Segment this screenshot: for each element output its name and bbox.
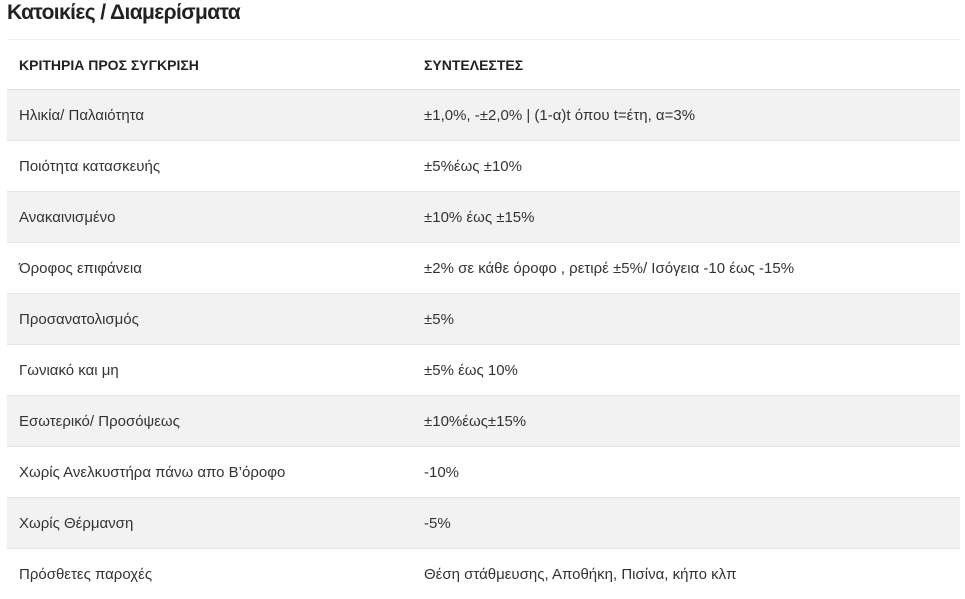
coefficient-cell: ±1,0%, -±2,0% | (1-α)t όπου t=έτη, α=3%: [412, 89, 960, 141]
criterion-cell: Ποιότητα κατασκευής: [7, 140, 412, 192]
coefficient-cell: ±2% σε κάθε όροφο , ρετιρέ ±5%/ Ισόγεια …: [412, 242, 960, 294]
table-row: Γωνιακό και μη ±5% έως 10%: [7, 344, 960, 396]
criterion-cell: Χωρίς Ανελκυστήρα πάνω απο Β’όροφο: [7, 446, 412, 498]
criterion-cell: Χωρίς Θέρμανση: [7, 497, 412, 549]
criterion-cell: Ηλικία/ Παλαιότητα: [7, 89, 412, 141]
criterion-cell: Προσανατολισμός: [7, 293, 412, 345]
coefficient-cell: ±5% έως 10%: [412, 344, 960, 396]
coefficient-cell: -10%: [412, 446, 960, 498]
page-title: Κατοικίες / Διαμερίσματα: [7, 1, 241, 24]
table-row: Ποιότητα κατασκευής ±5%έως ±10%: [7, 140, 960, 192]
coefficient-cell: Θέση στάθμευσης, Αποθήκη, Πισίνα, κήπο κ…: [412, 548, 960, 599]
criterion-cell: Γωνιακό και μη: [7, 344, 412, 396]
table-row: Εσωτερικό/ Προσόψεως ±10%έως±15%: [7, 395, 960, 447]
table-header-row: ΚΡΙΤΗΡΙΑ ΠΡΟΣ ΣΥΓΚΡΙΣΗ ΣΥΝΤΕΛΕΣΤΕΣ: [7, 39, 960, 90]
table-row: Ανακαινισμένο ±10% έως ±15%: [7, 191, 960, 243]
criterion-cell: Εσωτερικό/ Προσόψεως: [7, 395, 412, 447]
criterion-cell: Ανακαινισμένο: [7, 191, 412, 243]
table-row: Πρόσθετες παροχές Θέση στάθμευσης, Αποθή…: [7, 548, 960, 599]
table-row: Χωρίς Θέρμανση -5%: [7, 497, 960, 549]
column-header-coefficients: ΣΥΝΤΕΛΕΣΤΕΣ: [412, 39, 960, 90]
criteria-table: ΚΡΙΤΗΡΙΑ ΠΡΟΣ ΣΥΓΚΡΙΣΗ ΣΥΝΤΕΛΕΣΤΕΣ Ηλικί…: [7, 39, 960, 599]
table-row: Ηλικία/ Παλαιότητα ±1,0%, -±2,0% | (1-α)…: [7, 89, 960, 141]
criterion-cell: Πρόσθετες παροχές: [7, 548, 412, 599]
coefficient-cell: ±5%έως ±10%: [412, 140, 960, 192]
table-row: Όροφος επιφάνεια ±2% σε κάθε όροφο , ρετ…: [7, 242, 960, 294]
column-header-criteria: ΚΡΙΤΗΡΙΑ ΠΡΟΣ ΣΥΓΚΡΙΣΗ: [7, 39, 412, 90]
coefficient-cell: -5%: [412, 497, 960, 549]
table-row: Χωρίς Ανελκυστήρα πάνω απο Β’όροφο -10%: [7, 446, 960, 498]
coefficient-cell: ±5%: [412, 293, 960, 345]
table-row: Προσανατολισμός ±5%: [7, 293, 960, 345]
coefficient-cell: ±10% έως ±15%: [412, 191, 960, 243]
coefficient-cell: ±10%έως±15%: [412, 395, 960, 447]
criterion-cell: Όροφος επιφάνεια: [7, 242, 412, 294]
